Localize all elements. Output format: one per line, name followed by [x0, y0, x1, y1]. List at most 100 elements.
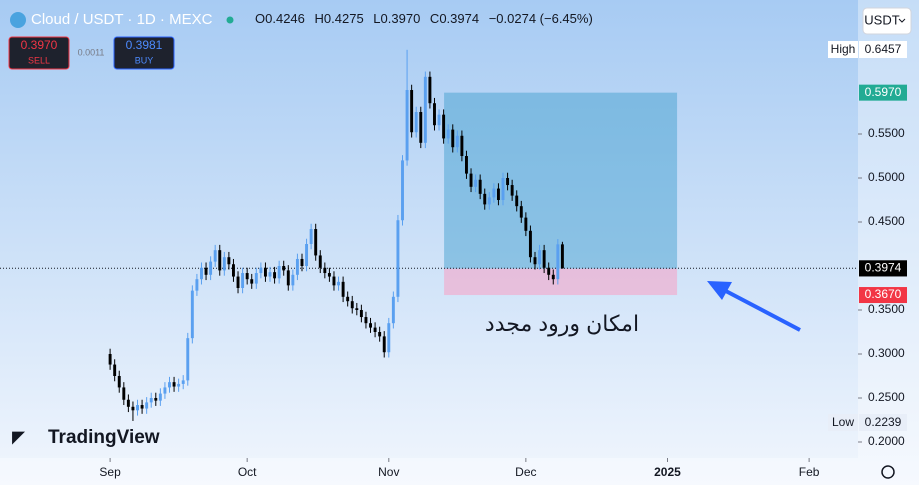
currency-button[interactable]	[862, 7, 912, 35]
high-box	[828, 41, 858, 58]
candle-body	[451, 129, 455, 148]
candle-body	[455, 135, 459, 148]
x-tick-label: Nov	[378, 465, 399, 479]
h-value: 0.4275	[324, 11, 364, 26]
arrow-head	[707, 281, 732, 300]
spread: 0.0011	[78, 47, 105, 57]
price-axis	[858, 0, 919, 485]
buy-label: BUY	[135, 55, 154, 65]
candle-body	[136, 405, 139, 411]
symbol-icon	[10, 12, 26, 28]
candle-body	[227, 257, 231, 265]
candle-body	[515, 195, 519, 207]
candle-body	[222, 257, 226, 271]
candle-body	[528, 230, 532, 258]
y-tick-label: 0.3000	[868, 346, 905, 360]
symbol[interactable]: Cloud / USDT · 1D · MEXC	[31, 11, 213, 28]
candle-body	[533, 257, 537, 265]
candle-body	[213, 250, 217, 262]
candle-body	[209, 261, 213, 275]
candle-body	[177, 383, 181, 387]
candle-body	[446, 129, 450, 139]
candle-body	[469, 173, 473, 187]
buy-price: 0.3981	[126, 38, 163, 52]
high-value-bg	[859, 41, 907, 58]
stop-zone	[444, 268, 678, 296]
candle-body	[405, 90, 409, 161]
settings-icon[interactable]	[881, 465, 895, 479]
candle-body	[423, 76, 427, 143]
change: −0.0274 (−6.45%)	[489, 11, 593, 26]
x-tick-label: Sep	[99, 465, 121, 479]
candle-body	[145, 402, 149, 409]
candle-body	[300, 258, 304, 267]
candle-body	[218, 250, 222, 271]
high-value: 0.6457	[865, 42, 902, 56]
candle-body	[327, 273, 331, 277]
ohlc-legend: O0.4246 H0.4275 L0.3970 C0.3974 −0.0274 …	[255, 11, 593, 26]
dropdown-icon	[898, 18, 906, 23]
low-label: Low	[832, 415, 854, 429]
logo: TradingView	[48, 427, 160, 448]
candle-body	[396, 220, 400, 297]
candle-body	[442, 114, 446, 139]
sell-price: 0.3970	[21, 38, 58, 52]
candle-body	[273, 272, 277, 279]
candle-body	[387, 323, 391, 353]
candle-body	[556, 244, 560, 280]
c-value: 0.3974	[439, 11, 479, 26]
candle-body	[524, 217, 528, 231]
candle-body	[263, 267, 267, 277]
candle-body	[245, 273, 249, 280]
candle-body	[510, 185, 514, 196]
candle-body	[309, 229, 313, 245]
candle-body	[414, 112, 418, 133]
candle-body	[314, 229, 318, 256]
candle-body	[382, 336, 386, 353]
candle-body	[231, 264, 235, 277]
sell-button[interactable]	[8, 36, 70, 70]
y-tick-label: 0.2500	[868, 390, 905, 404]
candle-body	[428, 76, 432, 104]
candle-body	[190, 290, 194, 339]
candle-body	[378, 331, 382, 337]
sell-label: SELL	[28, 55, 50, 65]
logo-mark: ◤	[12, 427, 26, 446]
candle-body	[131, 406, 135, 411]
last-price-label-bg	[859, 260, 907, 277]
candle-body	[268, 272, 272, 277]
candle-body	[318, 255, 322, 268]
annotation: امکان ورود مجدد	[485, 311, 639, 336]
candle-body	[478, 179, 482, 194]
candle-body	[254, 273, 258, 284]
y-tick-label: 0.5000	[868, 170, 905, 184]
candle-body	[492, 188, 496, 198]
candle-body	[437, 114, 441, 126]
stop-price-label-bg	[859, 287, 907, 304]
y-tick-label: 0.4500	[868, 214, 905, 228]
candle-body	[204, 267, 208, 275]
stop-price-label: 0.3670	[865, 287, 902, 301]
candle-body	[282, 266, 286, 271]
candle-body	[346, 296, 350, 302]
candle-body	[373, 327, 377, 332]
l-label: L	[373, 11, 380, 26]
candle-body	[163, 387, 167, 394]
buy-button[interactable]	[113, 36, 175, 70]
candle-body	[158, 393, 162, 401]
candle-body	[200, 267, 203, 280]
candle-body	[108, 353, 112, 365]
candle-body	[337, 281, 341, 286]
candle-body	[195, 279, 199, 291]
candle-body	[483, 193, 487, 205]
candle-body	[496, 188, 500, 201]
o-label: O	[255, 11, 265, 26]
candle-body	[401, 160, 404, 221]
target-price-label: 0.5970	[865, 85, 902, 99]
candle-body	[332, 276, 336, 286]
c-label: C	[430, 11, 439, 26]
time-axis	[0, 458, 858, 485]
candle-body	[369, 323, 372, 328]
